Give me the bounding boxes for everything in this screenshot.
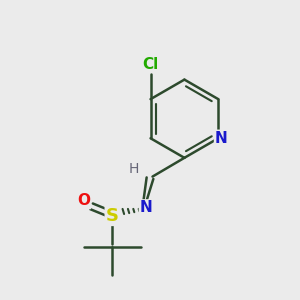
Text: Cl: Cl [142,57,159,72]
Text: O: O [77,193,90,208]
Text: N: N [140,200,153,215]
Text: N: N [215,131,228,146]
Text: S: S [106,207,119,225]
Text: H: H [128,162,139,176]
